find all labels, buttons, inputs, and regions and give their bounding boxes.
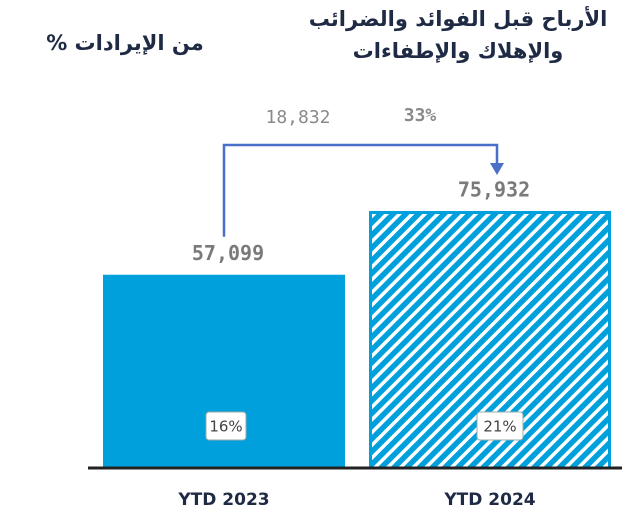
chart-title: والإهلاك والإطفاءات	[353, 39, 564, 63]
arrow-head	[490, 163, 504, 175]
share-box	[205, 411, 247, 441]
chart-title: الأرباح قبل الفوائد والضرائب	[309, 5, 608, 31]
share-box	[476, 411, 524, 441]
change-label: 18,832	[265, 107, 330, 128]
x-tick-label: YTD 2023	[177, 490, 269, 510]
share-label: 16%	[209, 418, 242, 436]
x-tick-label: YTD 2024	[443, 490, 535, 510]
value-label: 75,932	[458, 178, 530, 202]
change-arrow	[222, 143, 499, 237]
value-label: 57,099	[192, 241, 264, 265]
change-percent: 33%	[404, 105, 437, 126]
share-label: 21%	[483, 418, 516, 436]
chart-subtitle: من الإيرادات %	[46, 31, 204, 55]
